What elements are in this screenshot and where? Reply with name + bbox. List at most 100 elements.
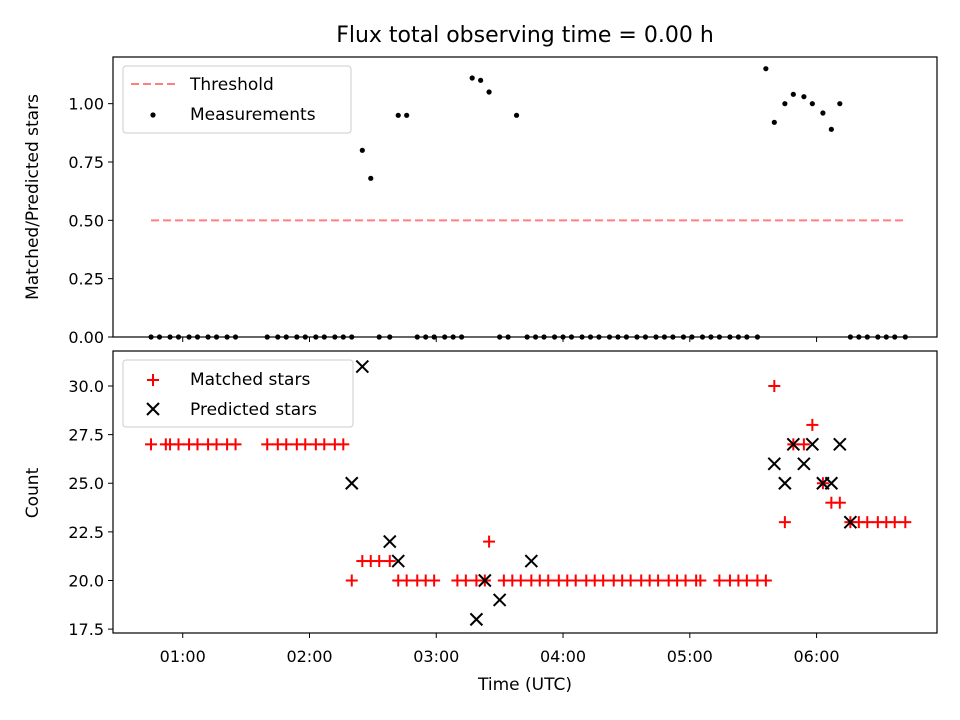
matched-star-point (229, 438, 242, 451)
matched-star-point (778, 516, 791, 529)
legend-predicted-label: Predicted stars (190, 400, 317, 420)
legend-matched-swatch (147, 374, 159, 386)
bottom-y-tick-label: 22.5 (68, 523, 104, 542)
bottom-legend: Matched stars Predicted stars (122, 359, 354, 428)
measurement-point (478, 77, 484, 83)
bottom-y-tick-label: 25.0 (68, 474, 104, 493)
x-axis-label: Time (UTC) (477, 675, 572, 695)
matched-star-point (624, 574, 637, 587)
matched-star-point (383, 555, 396, 568)
predicted-star-point (524, 554, 539, 568)
legend-threshold-label: Threshold (189, 75, 274, 95)
top-y-tick-label: 0.25 (68, 270, 104, 289)
predicted-star-point (355, 359, 370, 374)
matched-star-point (740, 574, 753, 587)
matched-star-point (768, 380, 781, 393)
matched-star-point (514, 574, 527, 587)
ratio-panel: Flux total observing time = 0.00 h Match… (23, 23, 938, 347)
top-legend: Threshold Measurements (122, 65, 352, 134)
x-tick-label: 03:00 (413, 647, 459, 666)
ratio-marks (148, 66, 908, 340)
bottom-legend-box (122, 359, 354, 428)
x-tick-label: 06:00 (794, 647, 840, 666)
measurement-point (395, 112, 401, 118)
matched-star-point (542, 574, 555, 587)
predicted-star-point (824, 476, 839, 490)
bottom-plot-frame (112, 350, 938, 634)
matched-star-point (337, 438, 350, 451)
bottom-y-ticks: 17.5 20.0 22.5 25.0 27.5 30.0 (68, 377, 113, 639)
measurement-point (809, 101, 815, 107)
matched-star-point (191, 438, 204, 451)
bottom-y-tick-label: 20.0 (68, 571, 104, 590)
matched-star-point (694, 574, 707, 587)
measurement-point (404, 112, 410, 118)
matched-star-point (318, 438, 331, 451)
measurement-point (368, 175, 374, 181)
measurement-point (771, 119, 777, 125)
predicted-star-point (383, 534, 397, 549)
chart-title: Flux total observing time = 0.00 h (336, 23, 714, 48)
matched-star-point (345, 574, 358, 587)
measurement-point (801, 94, 807, 100)
x-tick-label: 04:00 (540, 647, 586, 666)
matched-star-point (652, 574, 665, 587)
top-legend-box (122, 65, 352, 134)
predicted-star-point (833, 437, 847, 452)
x-tick-label: 02:00 (286, 647, 332, 666)
matched-star-point (759, 574, 772, 587)
bottom-y-tick-label: 30.0 (68, 377, 104, 396)
matched-star-point (797, 438, 810, 451)
matched-star-point (483, 535, 496, 548)
top-y-axis-label: Matched/Predicted stars (23, 94, 43, 300)
bottom-y-tick-label: 27.5 (68, 426, 104, 445)
matched-star-point (713, 574, 726, 587)
matched-star-point (459, 574, 472, 587)
measurement-point (763, 66, 769, 72)
top-y-ticks: 0.00 0.25 0.50 0.75 1.00 (68, 95, 113, 347)
measurement-point (828, 126, 834, 132)
matched-star-point (833, 496, 846, 509)
x-tick-label: 05:00 (667, 647, 713, 666)
top-x-ticks (182, 337, 818, 342)
predicted-star-point (797, 457, 811, 471)
matched-star-point (373, 555, 386, 568)
predicted-star-point (767, 457, 782, 471)
matched-star-point (261, 438, 274, 451)
matched-star-point (428, 574, 441, 587)
matched-star-point (210, 438, 223, 451)
matched-star-point (888, 516, 901, 529)
predicted-star-point (843, 515, 858, 529)
legend-matched-label: Matched stars (190, 370, 310, 390)
measurement-point (359, 147, 365, 153)
top-y-tick-label: 1.00 (68, 95, 104, 114)
legend-predicted-swatch (146, 402, 160, 416)
bottom-y-axis-label: Count (23, 467, 43, 518)
predicted-star-point (469, 612, 484, 627)
predicted-star-point (345, 476, 359, 490)
measurement-point (782, 101, 788, 107)
measurement-point (486, 89, 492, 95)
predicted-star-point (391, 554, 405, 568)
measurement-point (469, 75, 475, 81)
top-y-tick-label: 0.50 (68, 211, 104, 230)
matched-star-point (280, 438, 293, 451)
matched-star-point (861, 516, 874, 529)
matched-star-point (679, 574, 692, 587)
predicted-star-point (492, 593, 507, 607)
matched-star-point (145, 438, 158, 451)
top-plot-frame (112, 56, 938, 338)
legend-measurements-swatch (150, 112, 156, 118)
measurement-point (837, 101, 843, 107)
measurement-point (790, 91, 796, 97)
bottom-y-tick-label: 17.5 (68, 620, 104, 639)
predicted-star-point (478, 573, 492, 588)
predicted-star-point (786, 437, 801, 452)
predicted-star-point (805, 437, 820, 452)
count-marks (145, 359, 912, 627)
x-tick-label: 01:00 (160, 647, 206, 666)
count-panel: Count Time (UTC) 17.5 20.0 22.5 25.0 27.5 30.… (23, 350, 938, 695)
matched-star-point (172, 438, 185, 451)
measurement-point (820, 110, 826, 116)
